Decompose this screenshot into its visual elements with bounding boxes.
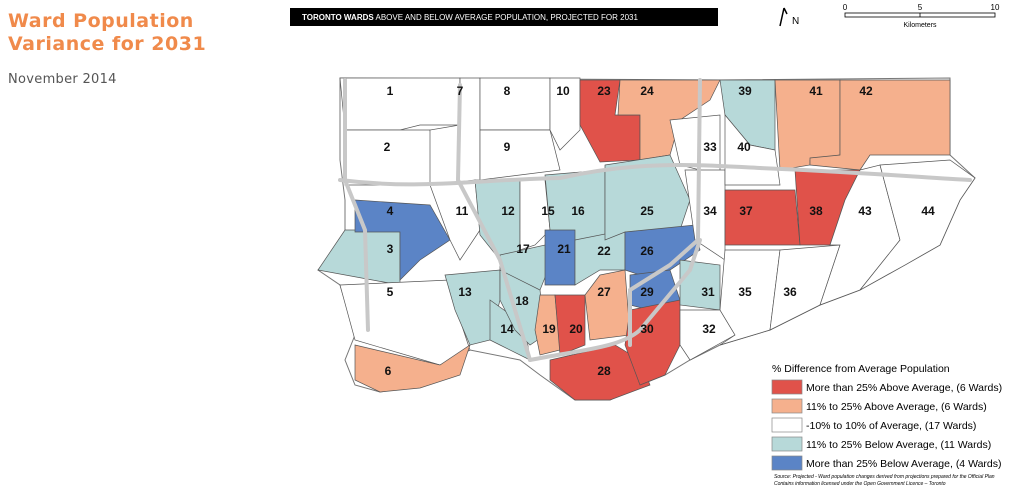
legend-swatch	[771, 379, 803, 395]
legend-label: More than 25% Below Average, (4 Wards)	[806, 458, 1002, 470]
ward-area	[724, 189, 801, 246]
ward-label: 21	[557, 242, 571, 256]
ward-label: 9	[504, 140, 511, 154]
ward-label: 4	[387, 204, 394, 218]
legend-swatch	[771, 436, 803, 452]
ward-label: 15	[541, 204, 555, 218]
ward-area	[344, 129, 441, 186]
highway	[528, 238, 702, 362]
ward-label: 6	[385, 364, 392, 378]
source-note: Source: Projected - Ward population chan…	[774, 474, 995, 480]
ward-label: 35	[738, 285, 752, 299]
ward-area	[584, 269, 631, 341]
banner: TORONTO WARDS ABOVE AND BELOW AVERAGE PO…	[302, 13, 638, 22]
ward-area	[544, 229, 576, 286]
scale-unit: Kilometers	[903, 22, 937, 29]
legend: % Difference from Average Population Mor…	[771, 363, 1002, 471]
ward-area	[554, 294, 586, 356]
ward-label: 36	[783, 285, 797, 299]
ward-area	[479, 129, 561, 181]
ward-label: 28	[597, 364, 611, 378]
ward-label: 17	[516, 242, 530, 256]
ward-label: 41	[809, 84, 823, 98]
legend-label: -10% to 10% of Average, (17 Wards)	[806, 420, 976, 432]
north-label: N	[792, 16, 799, 27]
legend-swatch	[771, 398, 803, 414]
ward-label: 39	[738, 84, 752, 98]
ward-label: 27	[597, 285, 611, 299]
legend-swatch	[771, 455, 803, 471]
ward-label: 1	[387, 84, 394, 98]
banner-bold: TORONTO WARDS	[302, 13, 374, 22]
highway	[343, 78, 370, 332]
ward-area	[354, 344, 471, 393]
ward-label: 44	[921, 204, 935, 218]
ward-area	[354, 199, 451, 281]
ward-label: 18	[515, 294, 529, 308]
ward-label: 29	[640, 285, 654, 299]
ward-label: 42	[859, 84, 873, 98]
ward-label: 24	[640, 84, 654, 98]
ward-area	[859, 159, 976, 291]
banner-rest: ABOVE AND BELOW AVERAGE POPULATION, PROJ…	[376, 13, 639, 22]
ward-label: 26	[640, 244, 654, 258]
page-date: November 2014	[8, 72, 117, 87]
ward-label: 8	[504, 84, 511, 98]
ward-label: 43	[858, 204, 872, 218]
ward-label: 38	[809, 204, 823, 218]
ward-label: 12	[501, 204, 515, 218]
highway	[628, 78, 702, 347]
ward-area	[549, 77, 581, 151]
ward-label: 34	[703, 204, 717, 218]
scale-tick: 5	[918, 3, 923, 12]
ward-label: 13	[458, 285, 472, 299]
ward-area	[479, 77, 551, 131]
highway	[338, 163, 972, 187]
ward-label: 30	[640, 322, 654, 336]
banner-bg	[290, 8, 718, 26]
highways	[338, 78, 972, 362]
legend-label: More than 25% Above Average, (6 Wards)	[806, 382, 1002, 394]
ward-label: 7	[457, 84, 464, 98]
legend-swatch	[771, 417, 803, 433]
ward-label: 19	[542, 322, 556, 336]
legend-label: 11% to 25% Below Average, (11 Wards)	[806, 439, 991, 451]
ward-label: 14	[500, 322, 514, 336]
ward-label: 40	[737, 140, 751, 154]
ward-label: 23	[597, 84, 611, 98]
ward-area	[499, 269, 546, 346]
ward-label: 31	[701, 285, 715, 299]
ward-label: 5	[387, 285, 394, 299]
scale-tick: 10	[991, 3, 1000, 12]
ward-area	[549, 344, 651, 401]
page-title: Ward Population Variance for 2031	[8, 10, 207, 55]
ward-label: 37	[739, 204, 753, 218]
ward-area	[679, 309, 736, 361]
scale-bar: 0 5 10 Kilometers	[843, 3, 1000, 29]
ward-label: 20	[569, 322, 583, 336]
ward-area	[339, 77, 461, 131]
ward-label: 3	[387, 242, 394, 256]
ward-label: 11	[456, 204, 469, 218]
ward-area	[534, 294, 561, 356]
ward-label: 33	[703, 140, 717, 154]
north-arrow	[779, 7, 788, 27]
legend-label: 11% to 25% Above Average, (6 Wards)	[806, 401, 987, 413]
ward-label: 32	[702, 322, 716, 336]
source-note: Contains information licensed under the …	[774, 481, 946, 487]
ward-label: 16	[571, 204, 585, 218]
ward-label: 10	[556, 84, 570, 98]
ward-label: 25	[640, 204, 654, 218]
ward-label: 22	[597, 244, 611, 258]
legend-title: % Difference from Average Population	[772, 363, 950, 375]
scale-tick: 0	[843, 3, 848, 12]
ward-label: 2	[384, 140, 391, 154]
highway	[455, 83, 532, 362]
